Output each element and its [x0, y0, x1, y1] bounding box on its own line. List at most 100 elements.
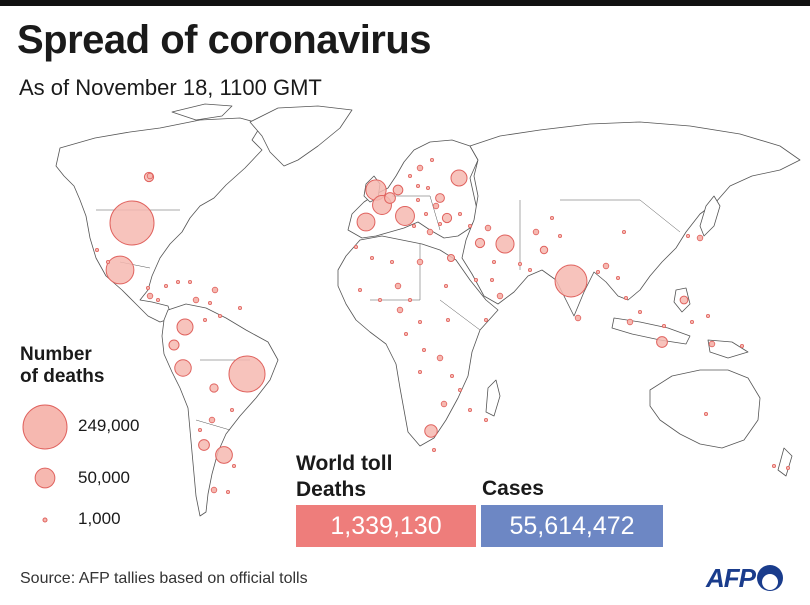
bubble-small — [389, 259, 394, 264]
bubble-small — [696, 234, 704, 242]
australia-landmass — [649, 369, 761, 449]
bubble-peru — [174, 359, 192, 377]
legend-bubble-1 — [34, 467, 56, 489]
bubble-small — [416, 164, 424, 172]
bubble-small — [225, 489, 230, 494]
bubble-small — [440, 400, 448, 408]
bubble-small — [706, 313, 711, 318]
greenland — [249, 105, 353, 167]
bubble-small — [197, 427, 202, 432]
bubble-small — [394, 282, 402, 290]
bubble-small — [624, 295, 629, 300]
bubble-small — [163, 283, 168, 288]
legend-label-medium: 50,000 — [78, 468, 130, 487]
bubble-small — [626, 318, 634, 326]
bubble-small — [467, 223, 472, 228]
death-bubbles — [95, 157, 791, 494]
bubble-small — [484, 224, 492, 232]
cases-total-box: 55,614,472 — [481, 505, 663, 547]
bubble-small — [616, 275, 621, 280]
indonesia — [611, 317, 691, 345]
bubble-small — [145, 285, 150, 290]
new-zealand — [777, 447, 793, 477]
bubble-small — [415, 183, 420, 188]
bubble-small — [686, 233, 691, 238]
bubble-small — [95, 247, 100, 252]
bubble-colombia — [176, 318, 194, 336]
bubble-small — [443, 283, 448, 288]
legend-label-small: 1,000 — [78, 509, 121, 528]
bubble-small — [532, 228, 540, 236]
bubble-small — [369, 255, 374, 260]
bubble-small — [432, 202, 440, 210]
bubble-small — [457, 211, 462, 216]
bubble-small — [416, 258, 424, 266]
bubble-egypt — [446, 253, 456, 263]
bubble-small — [417, 319, 422, 324]
bubble-small — [772, 463, 777, 468]
bubble-small — [518, 261, 523, 266]
legend-bubble-0 — [22, 404, 68, 450]
bubble-small — [423, 211, 428, 216]
bubble-small — [357, 287, 362, 292]
afp-logo: AFP — [706, 563, 783, 593]
arctic-islands — [171, 103, 233, 121]
bubble-small — [638, 309, 643, 314]
bubble-small — [496, 292, 504, 300]
bubble-small — [426, 228, 434, 236]
legend-label-large: 249,000 — [78, 416, 140, 435]
afp-logo-text: AFP — [706, 562, 756, 593]
bubble-small — [210, 486, 218, 494]
bubble-small — [704, 411, 709, 416]
bubble-small — [431, 447, 436, 452]
bubble-small — [208, 416, 216, 424]
bubble-small — [155, 297, 160, 302]
top-rule — [0, 0, 810, 6]
bubble-small — [407, 297, 412, 302]
bubble-brazil — [228, 355, 266, 393]
bubble-mexico — [105, 255, 135, 285]
bubble-small — [786, 465, 791, 470]
bubble-small — [489, 277, 494, 282]
bubble-small — [483, 317, 488, 322]
bubble-italy — [395, 206, 415, 226]
bubble-small — [690, 319, 695, 324]
page-subtitle: As of November 18, 1100 GMT — [19, 75, 322, 100]
bubble-small — [106, 259, 111, 264]
bubble-small — [202, 317, 207, 322]
bubble-small — [596, 269, 601, 274]
world-toll-label: World toll — [296, 452, 393, 475]
bubble-indonesia — [656, 336, 668, 348]
bubble-small — [622, 229, 627, 234]
bubble-small — [550, 215, 555, 220]
bubble-small — [602, 262, 610, 270]
bubble-belgium — [384, 192, 396, 204]
south-america-landmass — [161, 303, 279, 517]
asia-landmass — [461, 121, 801, 317]
bubble-small — [417, 369, 422, 374]
new-guinea — [707, 339, 749, 359]
deaths-label: Deaths — [296, 478, 367, 501]
bubble-small — [211, 286, 219, 294]
bubble-small — [217, 313, 222, 318]
bubble-small — [192, 296, 200, 304]
bubble-iran — [495, 234, 515, 254]
bubble-small — [415, 197, 420, 202]
bubble-small — [175, 279, 180, 284]
bubble-ecuador — [168, 339, 180, 351]
bubble-south-africa — [424, 424, 438, 438]
bubble-small — [231, 463, 236, 468]
source-note: Source: AFP tallies based on official to… — [20, 570, 308, 587]
world-toll-heading: World toll Deaths — [296, 451, 392, 503]
bubble-germany — [392, 184, 404, 196]
bubble-small — [396, 306, 404, 314]
bubble-small — [449, 373, 454, 378]
bubble-small — [353, 244, 358, 249]
bubble-pakistan — [539, 245, 549, 255]
bubble-spain — [356, 212, 376, 232]
bubble-small — [473, 277, 478, 282]
bubble-small — [429, 157, 434, 162]
page-title: Spread of coronavirus — [17, 18, 432, 62]
bubble-small — [187, 279, 192, 284]
